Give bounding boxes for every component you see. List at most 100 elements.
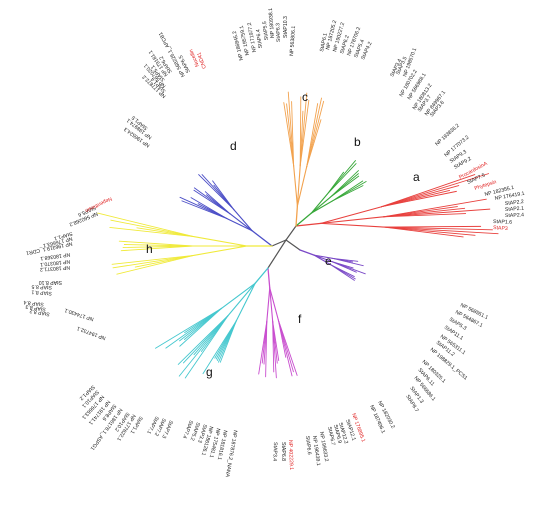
clade-label-g: g xyxy=(206,365,213,379)
leaf-label: StAP2.2 xyxy=(505,199,525,207)
clade-subbranch-f xyxy=(266,287,271,322)
leaf-branch-a xyxy=(383,226,493,231)
clade-label-a: a xyxy=(413,170,420,184)
clade-subbranch-e xyxy=(313,254,334,260)
leaf-label: StAP6.9 xyxy=(332,424,342,444)
leaf-label: NP 563806.1 xyxy=(289,25,297,56)
leaf-label: StAP 8.10 xyxy=(39,279,62,285)
clade-label-h: h xyxy=(146,242,153,256)
leaf-label: StAP 8.4 xyxy=(23,299,44,307)
clade-subbranch-a xyxy=(320,206,383,224)
clade-subbranch-h xyxy=(193,245,248,256)
clade-subbranch-d xyxy=(226,218,253,232)
leaf-label: NP 180371.2 xyxy=(40,264,71,272)
leaf-branch-a xyxy=(383,208,491,218)
leaf-label: StAP6.3 xyxy=(275,23,282,42)
tree-root-branch xyxy=(285,225,297,241)
leaf-label: StAP6.2 xyxy=(339,35,351,55)
clade-subbranch-b xyxy=(310,196,331,214)
leaf-branch-h xyxy=(112,254,195,269)
leaf-label: StAP 8.1 xyxy=(31,289,52,296)
leaf-branch-h xyxy=(97,212,195,238)
clade-subbranch-g xyxy=(235,282,256,322)
clade-stem-f xyxy=(267,267,271,289)
clade-labels: a b c d e f g h xyxy=(146,90,420,379)
clade-subbranch-c xyxy=(293,165,298,207)
leaf-branch-g xyxy=(202,320,237,375)
leaf-label: StAP1.1 xyxy=(53,230,73,241)
clade-subbranch-d xyxy=(233,209,253,232)
leaf-branch-h xyxy=(118,240,194,247)
tree-root-branch xyxy=(271,239,287,247)
leaf-branch-g xyxy=(155,307,222,349)
leaf-label: StAP2.1 xyxy=(505,206,525,213)
leaf-label-highlight: CND41 xyxy=(196,51,207,69)
leaf-branch-a xyxy=(381,174,476,208)
leaf-branch-b xyxy=(329,175,360,198)
leaf-branch-a xyxy=(383,198,487,218)
clade-subbranch-f xyxy=(269,287,274,322)
leaf-label: StAP 8.3 xyxy=(25,303,46,312)
clade-subbranch-e xyxy=(313,254,332,266)
leaf-label-highlight: Nepenthesin xyxy=(84,195,113,213)
leaf-label: NP 180368.1 xyxy=(40,251,71,261)
clade-label-b: b xyxy=(354,135,361,149)
leaf-branch-b xyxy=(332,185,364,202)
leaf-branch-c xyxy=(299,96,302,167)
leaf-branch-a xyxy=(381,190,457,208)
leaf-branch-h xyxy=(120,245,194,252)
leaf-label: StAP6.6 xyxy=(304,436,312,456)
clade-subbranch-a xyxy=(320,216,385,224)
clade-subbranch-e xyxy=(313,254,333,263)
leaf-branch-e xyxy=(331,261,357,273)
clade-subbranch-h xyxy=(193,236,248,247)
leaf-label: NP 174430.1 xyxy=(64,307,95,322)
clade-subbranch-c xyxy=(296,166,308,207)
leaf-branch-h xyxy=(111,254,195,265)
leaf-branch-a xyxy=(383,226,464,238)
leaf-branch-g xyxy=(177,315,229,365)
leaf-branch-g xyxy=(178,315,229,377)
leaf-label: StAP3.3 xyxy=(196,423,208,443)
clade-label-f: f xyxy=(298,312,302,326)
leaf-branch-h xyxy=(109,226,195,238)
clade-stem-g xyxy=(254,267,269,284)
clade-subbranch-c xyxy=(296,165,301,207)
leaf-branch-e xyxy=(330,264,355,281)
clade-stem-d xyxy=(251,230,273,247)
leaf-labels: NP 198570.1 StAP3.5 StAP3.4 NP 180702.2 … xyxy=(23,8,525,478)
leaf-label: StAP6.4 xyxy=(255,29,264,49)
leaf-branch-c xyxy=(287,91,295,167)
tree-branches xyxy=(97,91,499,379)
leaf-label-highlight: StAP3 xyxy=(493,225,508,232)
clade-stem-e xyxy=(299,249,315,256)
leaf-label: NP 199633.2 xyxy=(318,431,329,462)
leaf-branch-c xyxy=(306,119,322,168)
clade-subbranch-g xyxy=(220,282,256,309)
clade-stem-c xyxy=(295,205,299,227)
leaf-branch-d xyxy=(212,180,235,211)
leaf-branch-d xyxy=(190,197,228,220)
leaf-branch-h xyxy=(116,254,195,275)
clade-label-e: e xyxy=(325,254,332,268)
leaf-label: NP 180370.1 xyxy=(40,258,71,267)
leaf-label: StAP 8.5 xyxy=(31,283,52,290)
leaf-branch-a xyxy=(383,226,476,236)
leaf-label: StAP5.5 xyxy=(262,21,270,41)
leaf-branch-a xyxy=(383,213,467,218)
clade-label-c: c xyxy=(302,90,308,104)
leaf-branch-c xyxy=(306,100,325,168)
leaf-branch-g xyxy=(184,315,229,379)
leaf-branch-c xyxy=(299,92,308,167)
leaf-branch-h xyxy=(123,244,194,247)
leaf-label: StAP10.3 xyxy=(283,16,289,38)
leaf-label: NP 196439.1 xyxy=(311,435,321,466)
leaf-branch-h xyxy=(110,219,195,238)
leaf-branch-e xyxy=(332,258,364,267)
leaf-branch-c xyxy=(291,101,295,167)
leaf-branch-b xyxy=(326,163,357,195)
leaf-branch-f xyxy=(258,320,268,375)
clade-subbranch-b xyxy=(310,193,328,214)
leaf-branch-a xyxy=(381,173,490,208)
leaf-label-highlight: NP 402229.1 xyxy=(287,440,294,470)
